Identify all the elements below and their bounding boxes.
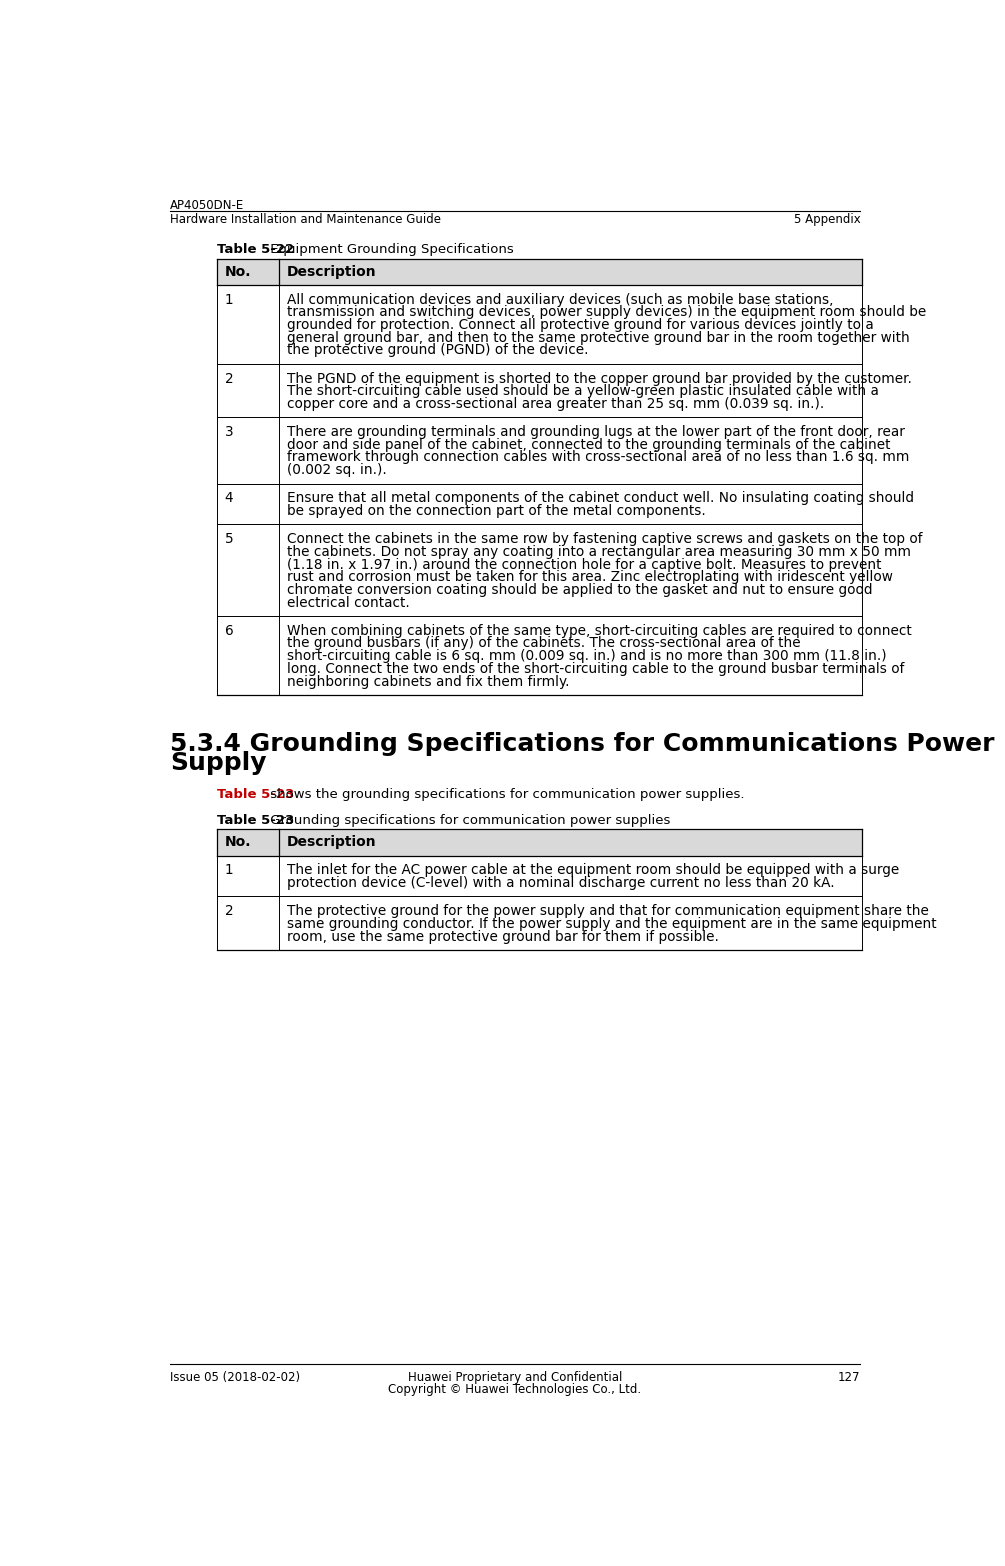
Text: framework through connection cables with cross-sectional area of no less than 1.: framework through connection cables with…	[286, 451, 910, 465]
Text: Table 5-22: Table 5-22	[217, 243, 294, 257]
Text: 1: 1	[225, 863, 233, 877]
Text: short-circuiting cable is 6 sq. mm (0.009 sq. in.) and is no more than 300 mm (1: short-circuiting cable is 6 sq. mm (0.00…	[286, 650, 886, 662]
Text: chromate conversion coating should be applied to the gasket and nut to ensure go: chromate conversion coating should be ap…	[286, 583, 872, 597]
Text: rust and corrosion must be taken for this area. Zinc electroplating with iridesc: rust and corrosion must be taken for thi…	[286, 570, 892, 584]
Text: door and side panel of the cabinet, connected to the grounding terminals of the : door and side panel of the cabinet, conn…	[286, 438, 890, 451]
Text: 5.3.4 Grounding Specifications for Communications Power: 5.3.4 Grounding Specifications for Commu…	[170, 731, 994, 756]
Text: Huawei Proprietary and Confidential: Huawei Proprietary and Confidential	[408, 1372, 622, 1384]
Text: Equipment Grounding Specifications: Equipment Grounding Specifications	[266, 243, 514, 257]
Text: Table 5-23: Table 5-23	[217, 814, 294, 827]
Text: 6: 6	[225, 623, 233, 637]
Text: (1.18 in. x 1.97 in.) around the connection hole for a captive bolt. Measures to: (1.18 in. x 1.97 in.) around the connect…	[286, 557, 881, 572]
Text: electrical contact.: electrical contact.	[286, 595, 410, 609]
Text: 2: 2	[225, 904, 233, 918]
Text: Copyright © Huawei Technologies Co., Ltd.: Copyright © Huawei Technologies Co., Ltd…	[389, 1383, 641, 1395]
Bar	[217, 830, 862, 855]
Text: The PGND of the equipment is shorted to the copper ground bar provided by the cu: The PGND of the equipment is shorted to …	[286, 371, 912, 385]
Bar	[217, 258, 862, 285]
Text: 2: 2	[225, 371, 233, 385]
Text: long. Connect the two ends of the short-circuiting cable to the ground busbar te: long. Connect the two ends of the short-…	[286, 662, 904, 677]
Text: 5 Appendix: 5 Appendix	[794, 213, 860, 227]
Text: No.: No.	[225, 265, 251, 279]
Text: 1: 1	[225, 293, 233, 307]
Text: AP4050DN-E: AP4050DN-E	[170, 199, 244, 211]
Text: Description: Description	[286, 265, 377, 279]
Text: general ground bar, and then to the same protective ground bar in the room toget: general ground bar, and then to the same…	[286, 330, 910, 345]
Text: Description: Description	[286, 836, 377, 849]
Text: Hardware Installation and Maintenance Guide: Hardware Installation and Maintenance Gu…	[170, 213, 441, 227]
Text: the cabinets. Do not spray any coating into a rectangular area measuring 30 mm x: the cabinets. Do not spray any coating i…	[286, 545, 911, 559]
Text: The inlet for the AC power cable at the equipment room should be equipped with a: The inlet for the AC power cable at the …	[286, 863, 899, 877]
Text: The short-circuiting cable used should be a yellow-green plastic insulated cable: The short-circuiting cable used should b…	[286, 384, 878, 398]
Text: There are grounding terminals and grounding lugs at the lower part of the front : There are grounding terminals and ground…	[286, 424, 904, 438]
Text: 5: 5	[225, 532, 233, 547]
Text: Ensure that all metal components of the cabinet conduct well. No insulating coat: Ensure that all metal components of the …	[286, 492, 914, 506]
Text: shows the grounding specifications for communication power supplies.: shows the grounding specifications for c…	[266, 788, 745, 800]
Text: room, use the same protective ground bar for them if possible.: room, use the same protective ground bar…	[286, 930, 719, 943]
Text: When combining cabinets of the same type, short-circuiting cables are required t: When combining cabinets of the same type…	[286, 623, 912, 637]
Text: be sprayed on the connection part of the metal components.: be sprayed on the connection part of the…	[286, 504, 706, 518]
Text: No.: No.	[225, 836, 251, 849]
Text: 4: 4	[225, 492, 233, 506]
Text: Grounding specifications for communication power supplies: Grounding specifications for communicati…	[266, 814, 670, 827]
Text: The protective ground for the power supply and that for communication equipment : The protective ground for the power supp…	[286, 904, 929, 918]
Text: grounded for protection. Connect all protective ground for various devices joint: grounded for protection. Connect all pro…	[286, 318, 873, 332]
Text: (0.002 sq. in.).: (0.002 sq. in.).	[286, 464, 387, 478]
Text: Issue 05 (2018-02-02): Issue 05 (2018-02-02)	[170, 1372, 299, 1384]
Text: neighboring cabinets and fix them firmly.: neighboring cabinets and fix them firmly…	[286, 675, 569, 689]
Text: Table 5-23: Table 5-23	[217, 788, 294, 800]
Text: copper core and a cross-sectional area greater than 25 sq. mm (0.039 sq. in.).: copper core and a cross-sectional area g…	[286, 396, 824, 410]
Text: All communication devices and auxiliary devices (such as mobile base stations,: All communication devices and auxiliary …	[286, 293, 833, 307]
Text: 3: 3	[225, 424, 233, 438]
Text: 127: 127	[838, 1372, 860, 1384]
Text: the ground busbars (if any) of the cabinets. The cross-sectional area of the: the ground busbars (if any) of the cabin…	[286, 636, 800, 650]
Text: transmission and switching devices, power supply devices) in the equipment room : transmission and switching devices, powe…	[286, 305, 926, 319]
Text: the protective ground (PGND) of the device.: the protective ground (PGND) of the devi…	[286, 343, 588, 357]
Text: Supply: Supply	[170, 750, 266, 775]
Text: same grounding conductor. If the power supply and the equipment are in the same : same grounding conductor. If the power s…	[286, 916, 937, 930]
Text: Connect the cabinets in the same row by fastening captive screws and gaskets on : Connect the cabinets in the same row by …	[286, 532, 923, 547]
Text: protection device (C-level) with a nominal discharge current no less than 20 kA.: protection device (C-level) with a nomin…	[286, 875, 834, 889]
